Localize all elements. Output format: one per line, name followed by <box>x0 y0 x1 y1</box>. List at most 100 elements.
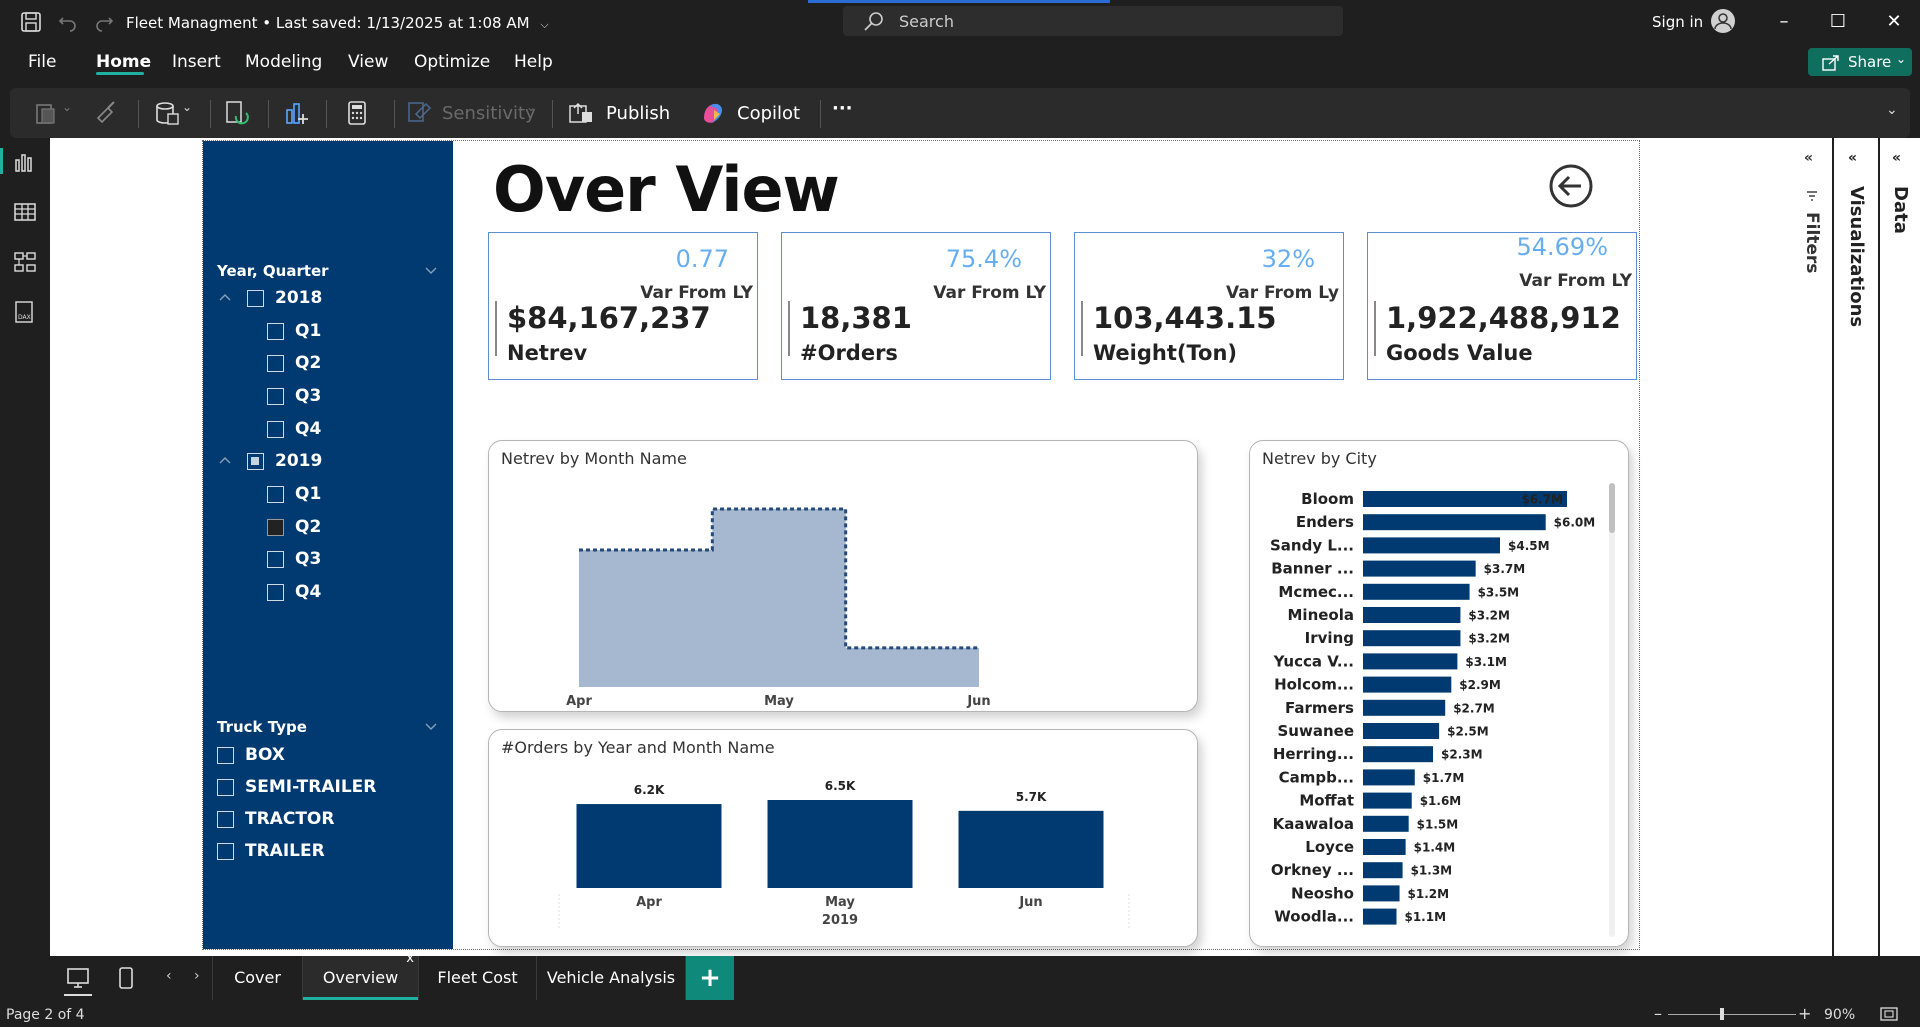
bar[interactable] <box>1363 769 1415 786</box>
expand-icon[interactable]: « <box>1804 150 1814 166</box>
checkbox[interactable] <box>267 551 284 568</box>
bar[interactable] <box>1363 699 1446 716</box>
tab-vehicle-analysis[interactable]: Vehicle Analysis <box>536 956 686 1000</box>
publish-button[interactable]: Publish <box>606 103 671 124</box>
close-window-button[interactable]: ✕ <box>1886 11 1902 32</box>
tab-cover[interactable]: Cover <box>212 956 302 1000</box>
bar[interactable] <box>1363 862 1403 879</box>
model-view-icon[interactable] <box>13 250 37 274</box>
close-tab-icon[interactable]: x <box>406 951 414 966</box>
menu-optimize[interactable]: Optimize <box>414 52 491 72</box>
filters-pane[interactable]: « Filters <box>1792 138 1832 956</box>
kpi-card-orders[interactable]: 75.4% Var From LY 18,381 #Orders <box>781 232 1051 380</box>
slicer-item-2018[interactable]: 2018 <box>219 288 437 310</box>
menu-insert[interactable]: Insert <box>172 52 221 72</box>
tab-fleet-cost[interactable]: Fleet Cost <box>418 956 536 1000</box>
menu-help[interactable]: Help <box>514 52 553 72</box>
slicer-item-trailer[interactable]: TRAILER <box>217 841 437 863</box>
bar[interactable] <box>1363 560 1476 577</box>
slicer-item-2018-q3[interactable]: Q3 <box>267 386 427 408</box>
undo-icon[interactable] <box>58 12 78 32</box>
bar[interactable] <box>1363 815 1409 832</box>
area-fill[interactable] <box>579 509 979 687</box>
save-icon[interactable] <box>20 11 42 33</box>
previous-page-icon[interactable]: ‹ <box>166 968 172 984</box>
bar[interactable] <box>767 800 913 888</box>
bar[interactable] <box>1363 676 1452 693</box>
table-view-icon[interactable] <box>13 200 37 224</box>
slicer-item-2019-q3[interactable]: Q3 <box>267 549 427 571</box>
chevron-down-icon[interactable]: ⌄ <box>1886 102 1898 118</box>
checkbox[interactable] <box>217 811 234 828</box>
chevron-down-icon[interactable]: ⌵ <box>540 18 549 31</box>
sign-in-link[interactable]: Sign in <box>1652 13 1704 31</box>
data-pane[interactable]: « Data <box>1880 138 1920 956</box>
chevron-down-icon[interactable]: ⌄ <box>62 100 73 114</box>
zoom-in-button[interactable]: + <box>1798 1004 1812 1023</box>
collapse-icon[interactable] <box>219 455 231 465</box>
checkbox[interactable] <box>267 486 284 503</box>
checkbox[interactable] <box>267 421 284 438</box>
chart-orders-by-year-month[interactable]: #Orders by Year and Month Name 6.2K Apr 6.… <box>488 729 1198 947</box>
slicer-item-2018-q1[interactable]: Q1 <box>267 321 427 343</box>
kpi-card-netrev[interactable]: 0.77 Var From LY $84,167,237 Netrev <box>488 232 758 380</box>
mobile-layout-icon[interactable] <box>118 966 134 990</box>
scrollbar-thumb[interactable] <box>1609 483 1615 533</box>
document-title[interactable]: Fleet Managment • Last saved: 1/13/2025 … <box>126 14 549 32</box>
redo-icon[interactable] <box>94 12 114 32</box>
search-input[interactable]: Search <box>843 6 1343 36</box>
share-button[interactable]: Share ⌄ <box>1808 48 1912 76</box>
slicer-item-2019-q4[interactable]: Q4 <box>267 582 427 604</box>
refresh-icon[interactable] <box>224 100 250 126</box>
bar[interactable] <box>1363 491 1567 507</box>
slicer-item-2019-q2[interactable]: Q2 <box>267 517 427 539</box>
bar[interactable] <box>1363 537 1501 554</box>
scrollbar-track[interactable] <box>1609 483 1615 937</box>
slicer-item-box[interactable]: BOX <box>217 745 437 767</box>
back-arrow-icon[interactable] <box>1548 163 1594 209</box>
chevron-down-icon[interactable]: ⌄ <box>182 100 193 114</box>
checkbox[interactable] <box>267 355 284 372</box>
expand-icon[interactable]: « <box>1892 150 1902 166</box>
chart-netrev-by-month[interactable]: Netrev by Month Name Apr May Jun <box>488 440 1198 712</box>
zoom-slider-track[interactable] <box>1668 1014 1796 1015</box>
checkbox[interactable] <box>217 843 234 860</box>
get-data-icon[interactable] <box>154 100 180 126</box>
new-visual-icon[interactable] <box>284 100 310 126</box>
kpi-card-goods-value[interactable]: 54.69% Var From LY 1,922,488,912 Goods V… <box>1367 232 1637 380</box>
report-view-icon[interactable] <box>13 150 37 174</box>
bar[interactable] <box>1363 746 1434 763</box>
zoom-slider-thumb[interactable] <box>1720 1008 1724 1020</box>
bar[interactable] <box>1363 792 1412 809</box>
bar[interactable] <box>1363 723 1440 739</box>
bar[interactable] <box>1363 908 1397 925</box>
checkbox[interactable] <box>267 323 284 340</box>
more-options-button[interactable]: ··· <box>832 98 853 119</box>
bar[interactable] <box>1363 653 1458 670</box>
expand-icon[interactable]: « <box>1848 150 1858 166</box>
calculator-icon[interactable] <box>344 100 370 126</box>
desktop-layout-icon[interactable] <box>66 966 90 990</box>
checkbox[interactable] <box>217 747 234 764</box>
menu-modeling[interactable]: Modeling <box>245 52 323 72</box>
next-page-icon[interactable]: › <box>194 968 200 984</box>
kpi-card-weight[interactable]: 32% Var From Ly 103,443.15 Weight(Ton) <box>1074 232 1344 380</box>
bar[interactable] <box>1363 583 1470 600</box>
checkbox[interactable] <box>217 779 234 796</box>
bar[interactable] <box>1363 885 1400 902</box>
bar[interactable] <box>1363 839 1406 855</box>
chevron-down-icon[interactable] <box>425 723 437 731</box>
maximize-button[interactable]: ☐ <box>1829 11 1847 32</box>
checkbox[interactable] <box>267 388 284 405</box>
checkbox-partial[interactable] <box>247 453 264 470</box>
checkbox[interactable] <box>267 584 284 601</box>
add-page-button[interactable]: + <box>686 956 734 1000</box>
slicer-item-2019-q1[interactable]: Q1 <box>267 484 427 506</box>
slicer-item-2018-q4[interactable]: Q4 <box>267 419 427 441</box>
minimize-button[interactable]: – <box>1779 11 1789 32</box>
bar[interactable] <box>1363 514 1546 531</box>
format-painter-icon[interactable] <box>94 100 120 126</box>
checkbox-checked[interactable] <box>267 519 284 536</box>
collapse-icon[interactable] <box>219 292 231 302</box>
slicer-item-tractor[interactable]: TRACTOR <box>217 809 437 831</box>
